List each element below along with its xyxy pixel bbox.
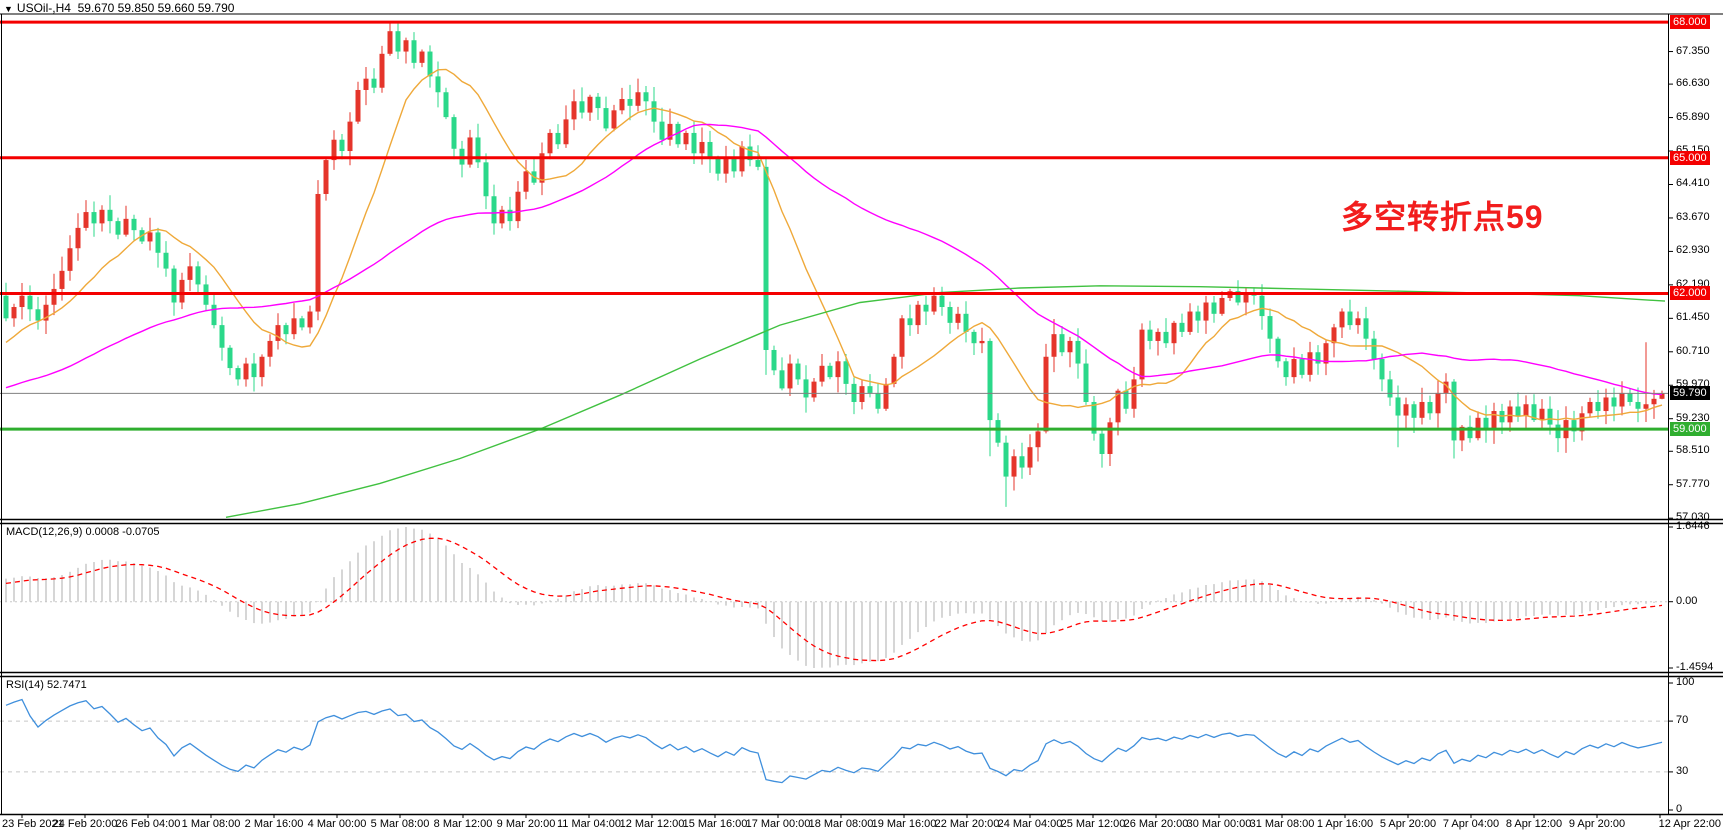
- price-tick-label: 61.450: [1676, 311, 1710, 324]
- time-tick-label: 12 Apr 22:00: [1658, 818, 1721, 830]
- price-tick-label: 63.670: [1676, 210, 1710, 223]
- rsi-series[interactable]: [0, 698, 1668, 784]
- price-tick-label: 57.030: [1676, 511, 1710, 524]
- time-tick-label: 9 Mar 20:00: [496, 818, 556, 830]
- time-tick-label: 25 Mar 12:00: [1060, 818, 1126, 830]
- time-tick-label: 26 Mar 20:00: [1123, 818, 1189, 830]
- price-tick-label: 62.930: [1676, 244, 1710, 257]
- macd-series[interactable]: [0, 527, 1668, 668]
- rsi-30-label: 30: [1676, 764, 1689, 777]
- time-tick-label: 12 Mar 12:00: [619, 818, 685, 830]
- rsi-0-label: 0: [1676, 803, 1683, 815]
- ohlc-values: 59.670 59.850 59.660 59.790: [77, 1, 235, 15]
- rsi-indicator-label: RSI(14) 52.7471: [6, 679, 87, 691]
- time-tick-label: 31 Mar 08:00: [1249, 818, 1315, 830]
- time-tick-label: 18 Mar 08:00: [808, 818, 874, 830]
- macd-max-label: 1.6446: [1676, 520, 1710, 532]
- time-tick-label: 8 Apr 12:00: [1505, 818, 1563, 830]
- price-tick-label: 65.890: [1676, 110, 1710, 123]
- macd-zero-label: 0.00: [1676, 594, 1698, 607]
- macd-indicator-label: MACD(12,26,9) 0.0008 -0.0705: [6, 526, 160, 538]
- time-tick-label: 1 Mar 08:00: [181, 818, 241, 830]
- time-tick-label: 9 Apr 20:00: [1568, 818, 1626, 830]
- time-tick-label: 26 Feb 04:00: [115, 818, 181, 830]
- price-badge: 62.000: [1670, 286, 1710, 301]
- candlestick-series[interactable]: [3, 21, 1665, 507]
- time-tick-label: 1 Apr 16:00: [1316, 818, 1374, 830]
- moving-averages: [5, 68, 1666, 518]
- panel-borders: [0, 13, 1723, 818]
- price-badge: 68.000: [1670, 15, 1710, 30]
- price-tick-label: 64.410: [1676, 177, 1710, 190]
- rsi-70-label: 70: [1676, 714, 1689, 727]
- price-badge: 59.790: [1670, 386, 1710, 401]
- time-tick-label: 8 Mar 12:00: [433, 818, 493, 830]
- price-tick-label: 66.630: [1676, 77, 1710, 90]
- price-badge: 65.000: [1670, 150, 1710, 165]
- price-tick-label: 60.710: [1676, 344, 1710, 357]
- price-levels[interactable]: [0, 20, 1668, 431]
- macd-min-label: -1.4594: [1676, 661, 1714, 673]
- price-tick-label: 67.350: [1676, 44, 1710, 57]
- time-tick-label: 23 Feb 2021: [2, 818, 64, 830]
- time-tick-label: 11 Mar 04:00: [556, 818, 622, 830]
- rsi-100-label: 100: [1676, 676, 1695, 688]
- time-tick-label: 30 Mar 00:00: [1186, 818, 1252, 830]
- time-tick-label: 24 Feb 20:00: [52, 818, 118, 830]
- time-tick-label: 17 Mar 00:00: [745, 818, 811, 830]
- chinese-annotation-text: 多空转折点59: [1341, 199, 1544, 235]
- chart-title: ▼ USOil-,H4 59.670 59.850 59.660 59.790: [4, 1, 234, 15]
- price-tick-label: 57.770: [1676, 477, 1710, 490]
- price-tick-label: 59.230: [1676, 411, 1710, 424]
- time-tick-label: 5 Mar 08:00: [370, 818, 430, 830]
- time-tick-label: 24 Mar 04:00: [997, 818, 1063, 830]
- time-tick-label: 15 Mar 16:00: [682, 818, 748, 830]
- time-tick-label: 5 Apr 20:00: [1379, 818, 1437, 830]
- time-tick-label: 4 Mar 00:00: [307, 818, 367, 830]
- chevron-down-icon: ▼: [4, 4, 13, 14]
- time-tick-label: 2 Mar 16:00: [244, 818, 304, 830]
- symbol-period-label: USOil-,H4: [16, 1, 71, 15]
- price-tick-label: 58.510: [1676, 444, 1710, 457]
- price-badge: 59.000: [1670, 422, 1710, 437]
- time-tick-label: 19 Mar 16:00: [871, 818, 937, 830]
- time-tick-label: 7 Apr 04:00: [1442, 818, 1500, 830]
- time-tick-label: 22 Mar 20:00: [934, 818, 1000, 830]
